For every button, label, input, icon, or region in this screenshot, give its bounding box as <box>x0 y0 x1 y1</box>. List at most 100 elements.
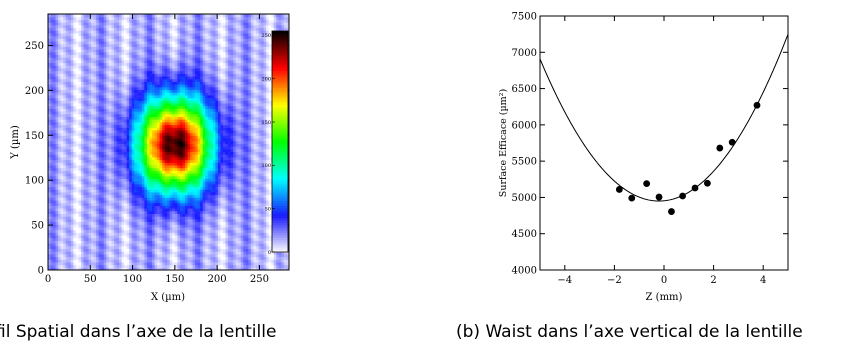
heatmap-cell <box>108 210 113 215</box>
heatmap-cell <box>129 132 133 136</box>
heatmap-cell <box>154 111 158 115</box>
heatmap-cell <box>119 191 123 196</box>
heatmap-cell <box>91 22 95 26</box>
heatmap-cell <box>53 24 57 29</box>
heatmap-cell <box>55 248 59 252</box>
heatmap-cell <box>80 16 85 20</box>
heatmap-cell <box>80 245 85 250</box>
heatmap-cell <box>108 49 113 53</box>
heatmap-cell <box>144 108 148 112</box>
heatmap-cell <box>131 27 135 31</box>
heatmap-cell <box>50 146 54 150</box>
heatmap-cell <box>65 40 69 45</box>
heatmap-cell <box>146 46 151 50</box>
heatmap-cell <box>60 73 64 77</box>
heatmap-cell <box>169 205 173 209</box>
heatmap-cell <box>162 226 166 231</box>
heatmap-cell <box>149 32 153 37</box>
heatmap-cell <box>169 92 173 96</box>
heatmap-cell <box>149 146 153 150</box>
heatmap-cell <box>141 51 145 56</box>
heatmap-cell <box>167 62 171 66</box>
heatmap-cell <box>58 181 62 185</box>
heatmap-cell <box>78 151 82 155</box>
heatmap-cell <box>55 151 59 155</box>
heatmap-cell <box>78 24 82 29</box>
heatmap-cell <box>134 253 138 258</box>
heatmap-cell <box>154 218 158 223</box>
heatmap-cell <box>174 146 178 150</box>
heatmap-cell <box>131 191 135 196</box>
heatmap-cell <box>131 127 135 131</box>
heatmap-cell <box>167 89 171 93</box>
heatmap-cell <box>139 259 143 263</box>
heatmap-cell <box>111 65 115 69</box>
heatmap-cell <box>129 221 133 225</box>
heatmap-cell <box>101 261 105 266</box>
heatmap-cell <box>116 54 120 58</box>
heatmap-cell <box>162 213 166 217</box>
heatmap-cell <box>129 170 133 174</box>
heatmap-cell <box>86 86 90 91</box>
heatmap-cell <box>172 67 176 72</box>
heatmap-cell <box>144 35 148 39</box>
heatmap-cell <box>91 38 95 42</box>
heatmap-cell <box>159 49 163 53</box>
heatmap-cell <box>177 30 181 34</box>
heatmap-cell <box>126 137 130 142</box>
heatmap-cell <box>75 191 80 196</box>
heatmap-cell <box>93 100 97 104</box>
heatmap-cell <box>88 94 92 99</box>
heatmap-cell <box>159 51 163 56</box>
heatmap-cell <box>80 43 85 47</box>
heatmap-cell <box>70 154 74 158</box>
heatmap-cell <box>121 205 125 209</box>
heatmap-cell <box>80 119 85 123</box>
heatmap-cell <box>83 137 87 142</box>
heatmap-cell <box>162 189 166 193</box>
heatmap-cell <box>162 216 166 220</box>
heatmap-cell <box>129 124 133 128</box>
heatmap-cell <box>139 137 143 142</box>
heatmap-cell <box>63 129 67 134</box>
heatmap-cell <box>106 70 110 74</box>
heatmap-cell <box>101 248 105 252</box>
heatmap-cell <box>167 194 171 198</box>
heatmap-cell <box>139 73 143 77</box>
heatmap-cell <box>157 73 161 77</box>
heatmap-cell <box>139 81 143 85</box>
heatmap-cell <box>134 156 138 161</box>
heatmap-cell <box>152 208 156 212</box>
heatmap-cell <box>131 43 135 47</box>
heatmap-cell <box>106 124 110 128</box>
heatmap-cell <box>48 119 52 123</box>
heatmap-cell <box>83 54 87 58</box>
heatmap-cell <box>157 226 161 231</box>
heatmap-cell <box>146 108 151 112</box>
heatmap-cell <box>119 132 123 136</box>
heatmap-cell <box>131 102 135 107</box>
heatmap-cell <box>98 43 102 47</box>
heatmap-cell <box>129 75 133 80</box>
heatmap-cell <box>136 261 140 266</box>
heatmap-cell <box>141 105 145 109</box>
heatmap-cell <box>80 108 85 112</box>
heatmap-cell <box>131 111 135 115</box>
heatmap-cell <box>146 100 151 104</box>
heatmap-cell <box>124 191 128 196</box>
heatmap-cell <box>177 170 181 174</box>
heatmap-cell <box>154 140 158 144</box>
heatmap-cell <box>103 264 107 268</box>
heatmap-cell <box>58 191 62 196</box>
heatmap-cell <box>75 208 80 212</box>
heatmap-cell <box>98 30 102 34</box>
heatmap-cell <box>98 202 102 206</box>
heatmap-cell <box>108 183 113 188</box>
heatmap-cell <box>116 78 120 82</box>
heatmap-cell <box>136 140 140 144</box>
heatmap-cell <box>144 164 148 169</box>
heatmap-cell <box>174 264 178 268</box>
heatmap-cell <box>83 151 87 155</box>
heatmap-cell <box>50 240 54 244</box>
heatmap-cell <box>174 221 178 225</box>
